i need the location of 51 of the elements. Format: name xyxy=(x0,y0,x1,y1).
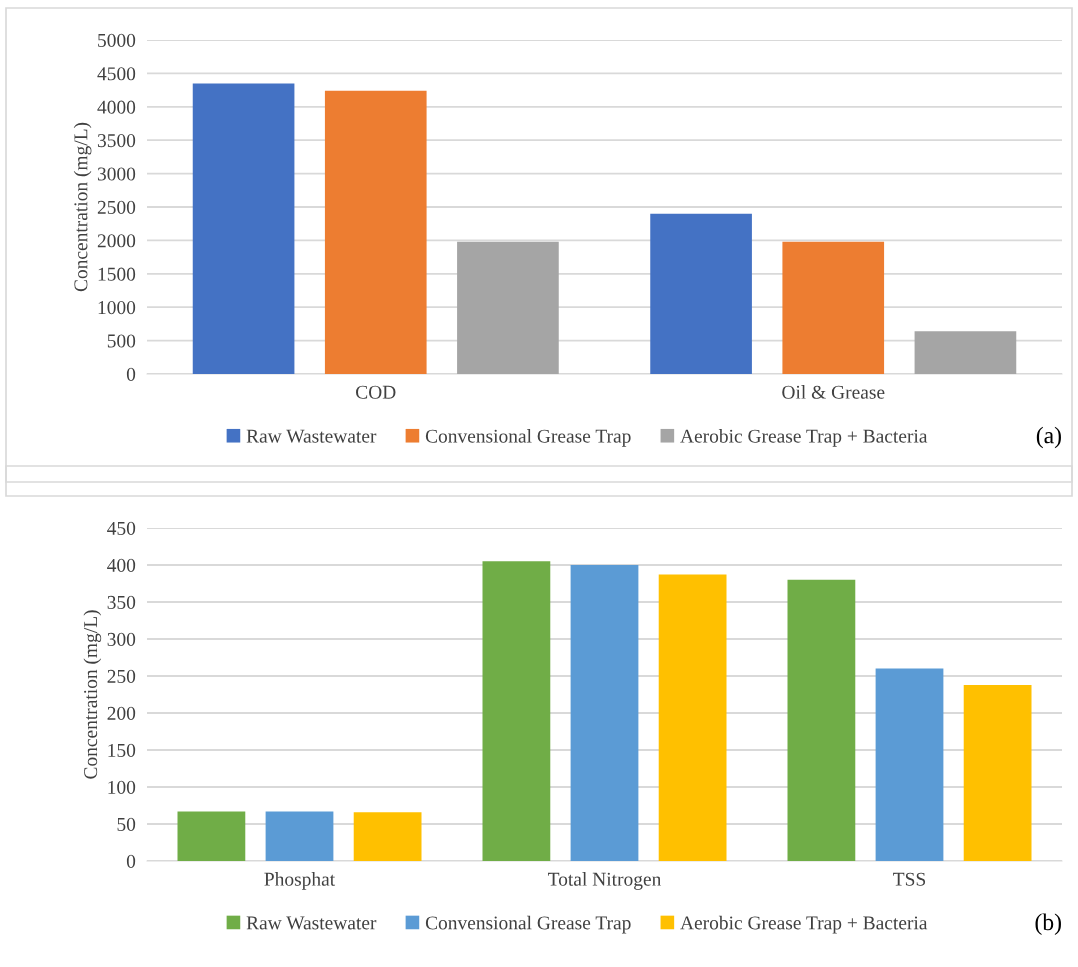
bar xyxy=(787,579,856,861)
legend-label: Aerobic Grease Trap + Bacteria xyxy=(680,915,928,934)
y-tick-label: 450 xyxy=(107,521,136,535)
bar xyxy=(658,574,727,861)
legend-label: Convensional Grease Trap xyxy=(425,429,631,447)
y-tick-label: 500 xyxy=(107,334,136,348)
x-tick-label: Phosphat xyxy=(264,872,336,890)
y-tick-label: 50 xyxy=(117,817,136,831)
bar xyxy=(782,241,885,374)
y-tick-label: 100 xyxy=(108,780,136,794)
bar xyxy=(324,90,427,374)
y-tick-label: 3500 xyxy=(97,134,136,148)
bar xyxy=(192,83,295,374)
legend-label: Raw Wastewater xyxy=(246,429,377,443)
text: (b) xyxy=(1035,913,1061,935)
y-axis-title: Concentration (mg/L) xyxy=(73,122,92,292)
y-tick-label: 2500 xyxy=(97,200,136,214)
y-tick-label: 400 xyxy=(107,558,136,572)
bar xyxy=(265,811,334,861)
bar xyxy=(457,241,559,374)
y-tick-label: 0 xyxy=(126,367,136,381)
legend-label: Aerobic Grease Trap + Bacteria xyxy=(680,429,928,447)
text: (a) xyxy=(1036,426,1061,449)
bar xyxy=(482,561,551,861)
bar xyxy=(570,565,639,861)
y-tick-label: 1500 xyxy=(98,267,136,281)
y-tick-label: 350 xyxy=(107,595,136,609)
y-tick-label: 300 xyxy=(107,632,136,646)
bar xyxy=(353,812,422,861)
y-tick-label: 4500 xyxy=(97,67,136,81)
x-tick-label: TSS xyxy=(893,872,926,886)
y-tick-label: 1000 xyxy=(98,301,136,315)
x-tick-label: Oil & Grease xyxy=(782,385,885,399)
y-tick-label: 250 xyxy=(107,669,136,683)
y-tick-label: 3000 xyxy=(97,167,136,181)
y-tick-label: 150 xyxy=(108,743,136,757)
y-tick-label: 2000 xyxy=(97,234,136,248)
bar xyxy=(963,684,1032,861)
legend-label: Raw Wastewater xyxy=(246,916,377,930)
bar xyxy=(914,331,1017,374)
y-tick-label: 0 xyxy=(126,854,136,868)
bar xyxy=(875,668,944,861)
y-tick-label: 200 xyxy=(107,706,136,720)
y-tick-label: 5000 xyxy=(98,33,136,47)
x-tick-label: Total Nitrogen xyxy=(548,872,662,890)
x-tick-label: COD xyxy=(356,385,396,399)
y-axis-title: Concentration (mg/L) xyxy=(83,610,102,779)
bar xyxy=(650,213,752,374)
legend-label: Convensional Grease Trap xyxy=(425,915,631,934)
y-tick-label: 4000 xyxy=(97,100,136,114)
bar xyxy=(177,811,246,861)
